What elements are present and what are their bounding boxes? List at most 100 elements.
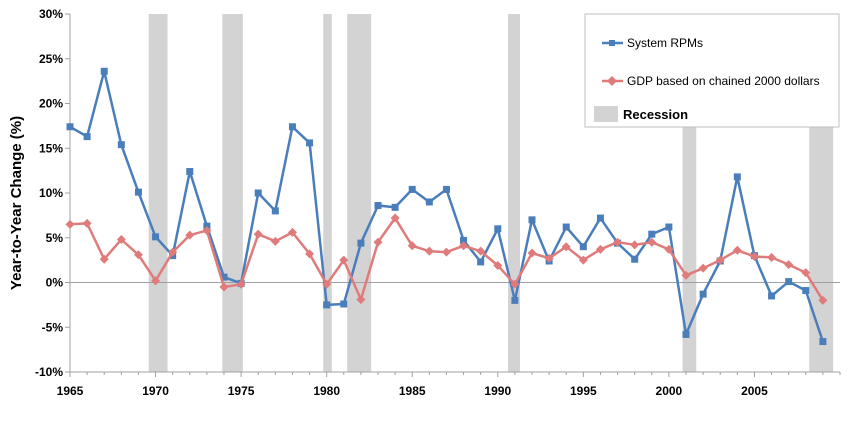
- data-point-rpm: [271, 207, 279, 215]
- y-tick-label: 30%: [39, 7, 63, 21]
- data-point-gdp: [476, 246, 486, 256]
- data-point-gdp: [613, 237, 623, 247]
- x-tick-label: 1985: [399, 384, 426, 398]
- legend-box: [584, 13, 840, 128]
- data-point-gdp: [373, 237, 383, 247]
- data-point-gdp: [65, 219, 75, 229]
- x-tick-label: 2005: [741, 384, 768, 398]
- x-tick-label: 2000: [656, 384, 683, 398]
- data-point-gdp: [801, 268, 811, 278]
- data-point-gdp: [253, 229, 263, 239]
- recession-band-4: [508, 14, 521, 372]
- data-point-rpm: [288, 123, 296, 131]
- data-point-rpm: [100, 67, 108, 75]
- y-tick-label: 15%: [39, 141, 63, 155]
- data-point-gdp: [715, 255, 725, 265]
- data-point-rpm: [511, 296, 519, 304]
- y-tick-label: -10%: [35, 365, 63, 379]
- data-point-gdp: [151, 276, 161, 286]
- data-point-rpm: [682, 330, 690, 338]
- data-point-rpm: [579, 243, 587, 251]
- data-point-gdp: [784, 260, 794, 270]
- data-point-rpm: [648, 230, 656, 238]
- data-point-rpm: [83, 133, 91, 141]
- data-point-rpm: [477, 258, 485, 266]
- data-point-gdp: [510, 279, 520, 289]
- recession-band-3: [347, 14, 372, 372]
- y-tick-label: 20%: [39, 97, 63, 111]
- data-point-gdp: [305, 249, 315, 259]
- data-point-gdp: [99, 254, 109, 264]
- data-point-rpm: [357, 239, 365, 247]
- data-point-gdp: [664, 244, 674, 254]
- data-point-gdp: [578, 255, 588, 265]
- data-point-rpm: [631, 255, 639, 263]
- data-point-gdp: [595, 244, 605, 254]
- data-point-gdp: [82, 218, 92, 228]
- data-point-rpm: [323, 301, 331, 309]
- data-point-gdp: [561, 242, 571, 252]
- y-tick-label: 5%: [46, 231, 64, 245]
- data-point-rpm: [785, 278, 793, 286]
- legend-swatch-rpm-marker: [609, 40, 615, 46]
- data-point-rpm: [596, 214, 604, 222]
- data-point-gdp: [322, 279, 332, 289]
- x-tick-label: 1965: [57, 384, 84, 398]
- data-point-gdp: [767, 252, 777, 262]
- x-tick-label: 1990: [484, 384, 511, 398]
- data-point-rpm: [733, 173, 741, 181]
- y-tick-label: 25%: [39, 52, 63, 66]
- data-point-gdp: [270, 236, 280, 246]
- data-point-gdp: [133, 250, 143, 260]
- data-point-gdp: [185, 230, 195, 240]
- recession-band-2: [323, 14, 332, 372]
- data-point-rpm: [186, 168, 194, 176]
- data-point-gdp: [493, 260, 503, 270]
- data-point-rpm: [768, 292, 776, 300]
- data-point-rpm: [152, 233, 160, 241]
- data-point-gdp: [116, 235, 126, 245]
- data-point-rpm: [134, 188, 142, 196]
- y-tick-label: 0%: [46, 276, 64, 290]
- recession-band-0: [148, 14, 168, 372]
- x-tick-label: 1970: [142, 384, 169, 398]
- data-point-gdp: [390, 213, 400, 223]
- legend-label-recession: Recession: [623, 107, 688, 122]
- data-point-rpm: [220, 273, 228, 281]
- data-point-rpm: [699, 290, 707, 298]
- data-point-gdp: [168, 247, 178, 257]
- data-point-gdp: [732, 245, 742, 255]
- data-point-gdp: [818, 295, 828, 305]
- data-point-gdp: [698, 263, 708, 273]
- y-axis-label: Year-to-Year Change (%): [8, 116, 25, 290]
- data-point-rpm: [66, 123, 74, 131]
- data-point-gdp: [339, 255, 349, 265]
- axes: -10% -5% 0% 5% 10% 15% 20% 25% 30% 1965 1970 1975 19…: [35, 7, 841, 398]
- data-point-rpm: [391, 203, 399, 211]
- data-point-gdp: [202, 226, 212, 236]
- data-point-gdp: [647, 237, 657, 247]
- data-point-rpm: [408, 185, 416, 193]
- x-tick-label: 1980: [313, 384, 340, 398]
- legend-swatch-gdp-marker: [607, 76, 617, 86]
- data-point-rpm: [819, 338, 827, 346]
- series-lines: [65, 67, 828, 346]
- data-point-rpm: [254, 189, 262, 197]
- series-line-1: [69, 216, 824, 302]
- y-tick-label: 10%: [39, 186, 63, 200]
- data-point-gdp: [681, 270, 691, 280]
- data-point-rpm: [460, 236, 468, 244]
- legend-swatch-recession: [594, 106, 618, 122]
- x-tick-label: 1995: [570, 384, 597, 398]
- data-point-rpm: [802, 287, 810, 295]
- data-point-gdp: [630, 240, 640, 250]
- y-tick-label: -5%: [42, 320, 64, 334]
- data-point-rpm: [374, 202, 382, 210]
- data-point-gdp: [424, 246, 434, 256]
- legend: System RPMs GDP based on chained 2000 do…: [584, 13, 840, 128]
- data-point-rpm: [562, 223, 570, 231]
- data-point-gdp: [407, 241, 417, 251]
- data-point-rpm: [340, 300, 348, 308]
